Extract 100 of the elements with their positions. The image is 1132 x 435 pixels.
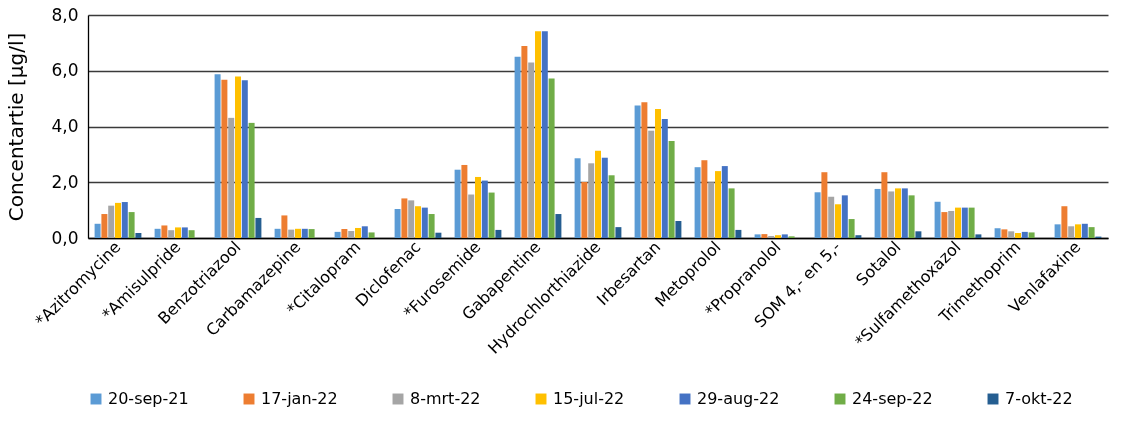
legend-label: 8-mrt-22 xyxy=(410,389,481,408)
legend-label: 20-sep-21 xyxy=(108,389,189,408)
bar xyxy=(348,231,355,238)
legend-label: 24-sep-22 xyxy=(852,389,933,408)
bar xyxy=(541,31,548,238)
bar xyxy=(274,228,281,238)
bar xyxy=(121,202,128,238)
bar xyxy=(708,182,715,238)
bar xyxy=(574,158,581,238)
bar xyxy=(661,118,668,238)
bar xyxy=(94,223,101,238)
bar xyxy=(888,191,895,238)
bar xyxy=(1001,229,1008,238)
bar xyxy=(835,204,841,238)
bar xyxy=(855,235,862,238)
bar xyxy=(595,150,601,238)
bar xyxy=(881,172,888,238)
bar xyxy=(128,212,135,238)
bar xyxy=(655,108,661,238)
bar xyxy=(615,227,622,238)
bar xyxy=(1061,206,1068,238)
bar xyxy=(521,45,528,238)
bar xyxy=(248,122,255,238)
bar xyxy=(668,141,675,238)
bar xyxy=(715,171,721,238)
bar xyxy=(608,175,615,238)
bar xyxy=(721,166,728,238)
bar xyxy=(394,209,401,238)
legend-label: 7-okt-22 xyxy=(1005,389,1073,408)
bar xyxy=(188,230,195,238)
bar xyxy=(1081,223,1088,238)
bar xyxy=(288,229,295,238)
bar xyxy=(301,228,308,238)
bar xyxy=(181,227,188,238)
bar xyxy=(495,229,502,238)
bar xyxy=(828,196,835,238)
bar xyxy=(841,195,848,238)
bar xyxy=(601,157,608,238)
bar xyxy=(588,163,595,238)
bar xyxy=(968,207,975,238)
bar xyxy=(401,198,408,238)
bar xyxy=(361,226,368,238)
bar xyxy=(955,207,961,238)
bar xyxy=(228,117,235,238)
bar xyxy=(475,176,481,238)
bar xyxy=(308,229,315,238)
bar xyxy=(415,206,421,238)
bar xyxy=(1008,231,1015,238)
bar xyxy=(908,195,915,238)
bar xyxy=(468,194,475,238)
bar xyxy=(161,225,168,238)
y-tick-label: 4,0 xyxy=(51,116,79,136)
bar xyxy=(1054,224,1061,238)
y-axis-title: Concentartie [µg/l] xyxy=(4,32,29,222)
bar xyxy=(555,214,562,238)
bar xyxy=(488,192,495,238)
bar xyxy=(948,210,955,238)
bar xyxy=(235,76,241,238)
bar xyxy=(814,192,821,238)
bar xyxy=(168,230,175,238)
bar xyxy=(728,188,735,238)
bar xyxy=(341,229,348,238)
bar xyxy=(1021,231,1028,238)
bar xyxy=(135,232,142,238)
bar xyxy=(481,180,488,238)
bar xyxy=(994,228,1001,238)
legend-label: 15-jul-22 xyxy=(553,389,625,408)
bar xyxy=(1068,226,1075,238)
bar xyxy=(334,231,341,238)
bar xyxy=(675,221,682,238)
bar xyxy=(454,169,461,238)
y-tick-label: 2,0 xyxy=(51,171,79,192)
bar xyxy=(915,231,922,238)
bar xyxy=(214,74,221,238)
bar xyxy=(108,205,115,238)
bar xyxy=(694,167,701,238)
bar xyxy=(821,172,828,238)
bar xyxy=(535,31,541,238)
bar xyxy=(548,78,555,238)
bar xyxy=(648,130,655,238)
bar xyxy=(781,234,788,238)
bar xyxy=(1088,227,1095,238)
bar xyxy=(735,229,742,238)
bar xyxy=(901,188,908,238)
bar xyxy=(241,80,248,238)
bar xyxy=(941,212,948,238)
bar xyxy=(581,181,588,238)
bar xyxy=(368,232,375,238)
bar xyxy=(461,164,468,238)
bar xyxy=(428,214,435,238)
bar xyxy=(514,56,521,238)
bar xyxy=(754,234,761,238)
bar xyxy=(408,200,415,238)
bar xyxy=(848,219,855,238)
bar xyxy=(528,62,535,238)
bar xyxy=(1015,232,1021,238)
bar xyxy=(934,201,941,238)
bar xyxy=(961,207,968,238)
bar xyxy=(701,160,708,238)
bar xyxy=(634,105,641,238)
